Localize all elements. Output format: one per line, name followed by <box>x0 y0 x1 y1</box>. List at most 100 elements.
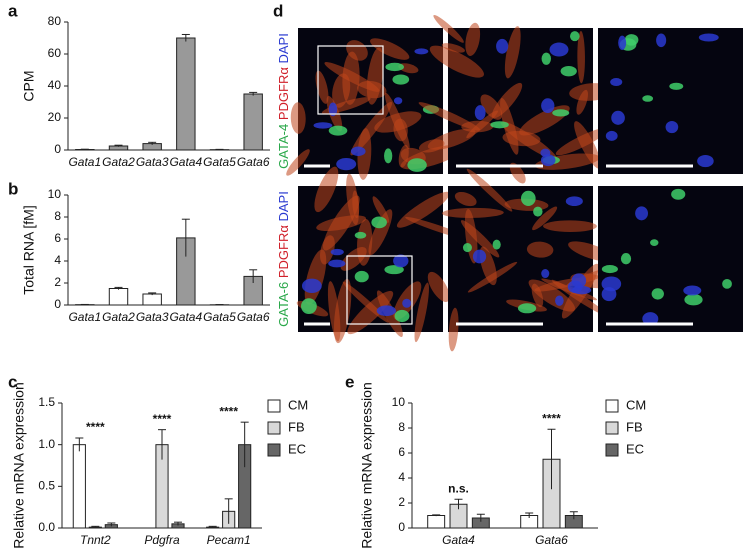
legend-swatch <box>268 444 280 456</box>
x-tick-label: Gata3 <box>136 310 169 324</box>
x-tick-label: Gata5 <box>203 310 236 324</box>
micrographs: GATA-4 PDGFRα DAPI GATA-6 PDGFRα DAPI <box>276 13 743 352</box>
y-axis-label: Relative mRNA expression <box>359 382 375 548</box>
y-tick-label: 4 <box>54 253 61 267</box>
nucleus <box>618 36 626 50</box>
nucleus <box>301 298 317 314</box>
nucleus <box>602 276 622 291</box>
nucleus <box>392 74 409 84</box>
legend-label: FB <box>626 419 643 434</box>
legend-swatch <box>606 400 618 412</box>
y-tick-label: 6 <box>398 445 405 459</box>
nucleus <box>602 265 618 273</box>
stain-name: GATA-4 <box>276 124 291 169</box>
bar <box>428 516 445 529</box>
nucleus <box>635 206 648 220</box>
y-axis-label: CPM <box>21 70 37 101</box>
nucleus <box>355 271 369 282</box>
stain-name: GATA-6 <box>276 282 291 327</box>
y-tick-label: 4 <box>398 470 405 484</box>
nucleus <box>336 158 356 170</box>
x-tick-label: Gata4 <box>442 533 475 547</box>
nucleus <box>611 111 625 125</box>
y-tick-label: 20 <box>48 110 62 124</box>
nucleus <box>329 126 348 136</box>
nucleus <box>384 148 392 163</box>
y-axis-label: Total RNA [fM] <box>21 205 37 294</box>
x-tick-label: Tnnt2 <box>80 533 111 547</box>
nucleus <box>566 196 583 206</box>
y-tick-label: 0 <box>54 142 61 156</box>
nucleus <box>493 240 501 250</box>
nucleus <box>561 66 577 76</box>
stain-name: DAPI <box>276 33 291 63</box>
nucleus <box>394 97 402 104</box>
y-axis-label: Relative mRNA expression <box>11 382 27 548</box>
x-tick-label: Gata1 <box>68 155 101 169</box>
nucleus <box>377 305 396 316</box>
nucleus <box>314 122 333 128</box>
y-tick-label: 40 <box>48 78 62 92</box>
stain-label: GATA-6 PDGFRα DAPI <box>276 191 291 327</box>
x-tick-label: Pecam1 <box>207 533 251 547</box>
micrograph <box>598 28 743 174</box>
nucleus <box>541 269 549 278</box>
nucleus <box>621 253 631 264</box>
x-tick-label: Pdgfra <box>144 533 180 547</box>
y-tick-label: 10 <box>48 187 62 201</box>
x-tick-label: Gata2 <box>102 310 135 324</box>
y-tick-label: 0.5 <box>38 479 55 493</box>
nucleus <box>351 147 366 157</box>
y-tick-label: 0.0 <box>38 520 55 534</box>
x-tick-label: Gata6 <box>237 310 270 324</box>
panel-label: b <box>8 179 18 198</box>
nucleus <box>371 217 387 229</box>
nucleus <box>684 294 702 305</box>
legend-label: EC <box>288 441 306 456</box>
annotation: **** <box>153 412 172 426</box>
nucleus <box>463 243 472 252</box>
nucleus <box>395 310 410 322</box>
nucleus <box>414 48 428 54</box>
y-tick-label: 0 <box>398 520 405 534</box>
legend-label: CM <box>288 397 308 412</box>
nucleus <box>541 98 554 113</box>
y-tick-label: 10 <box>392 395 406 409</box>
nucleus <box>699 33 719 41</box>
legend-label: EC <box>626 441 644 456</box>
legend-swatch <box>268 400 280 412</box>
nucleus <box>541 154 556 166</box>
nucleus <box>521 191 536 206</box>
bar <box>73 445 85 528</box>
y-tick-label: 8 <box>54 209 61 223</box>
nucleus <box>407 158 426 172</box>
panel-label: d <box>273 1 283 20</box>
x-tick-label: Gata4 <box>169 310 202 324</box>
nucleus <box>555 295 564 305</box>
x-tick-label: Gata2 <box>102 155 135 169</box>
nucleus <box>656 34 666 48</box>
nucleus <box>402 299 411 308</box>
x-tick-label: Gata4 <box>169 155 202 169</box>
nucleus <box>473 250 486 264</box>
y-tick-label: 60 <box>48 46 62 60</box>
nucleus <box>572 273 587 288</box>
y-tick-label: 0 <box>54 297 61 311</box>
nucleus <box>542 53 551 65</box>
annotation: n.s. <box>448 481 469 495</box>
nucleus <box>652 288 664 299</box>
panel-label: e <box>345 372 354 391</box>
annotation: **** <box>86 420 105 434</box>
legend-swatch <box>606 422 618 434</box>
nucleus <box>722 279 732 289</box>
nucleus <box>666 121 679 133</box>
stain-name: PDGFRα <box>276 67 291 121</box>
nucleus <box>650 239 658 246</box>
nucleus <box>385 63 404 71</box>
legend-swatch <box>268 422 280 434</box>
bar <box>244 94 262 150</box>
nucleus <box>328 260 345 268</box>
nucleus <box>610 78 622 86</box>
x-tick-label: Gata6 <box>535 533 568 547</box>
x-tick-label: Gata3 <box>136 155 169 169</box>
